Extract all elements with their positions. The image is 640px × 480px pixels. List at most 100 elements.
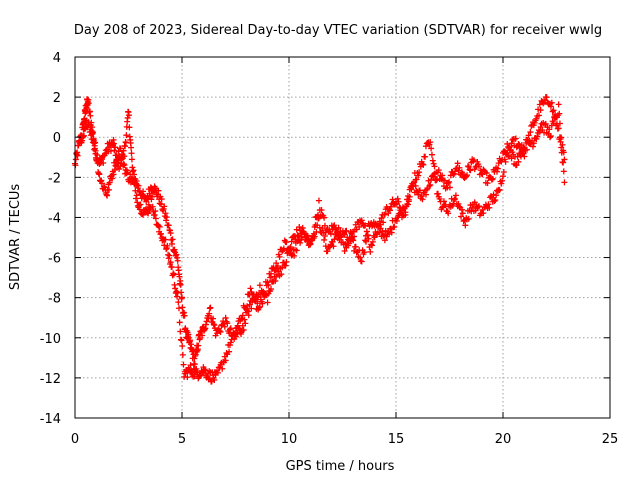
data-point-marker [492, 197, 499, 204]
data-point-marker [162, 236, 169, 243]
y-tick-label: 0 [53, 131, 61, 146]
data-point-marker [483, 170, 490, 177]
data-point-marker [415, 191, 422, 198]
data-point-marker [297, 239, 304, 246]
data-point-marker [272, 277, 279, 284]
data-point-marker [560, 159, 567, 166]
data-point-marker [315, 197, 322, 204]
data-point-marker [222, 357, 229, 364]
data-point-marker [535, 112, 542, 119]
data-point-marker [394, 195, 401, 202]
x-tick-label: 0 [71, 432, 79, 447]
data-point-marker [244, 308, 251, 315]
data-point-marker [427, 139, 434, 146]
data-point-marker [533, 115, 540, 122]
data-point-marker [89, 131, 96, 138]
data-point-marker [452, 168, 459, 175]
data-point-marker [113, 163, 120, 170]
data-point-marker [527, 129, 534, 136]
data-point-marker [321, 236, 328, 243]
data-point-marker [364, 232, 371, 239]
data-point-marker [168, 264, 175, 271]
data-point-marker [206, 310, 213, 317]
data-point-marker [282, 262, 289, 269]
data-point-marker [543, 94, 550, 101]
data-point-marker [114, 159, 121, 166]
data-point-marker [471, 199, 478, 206]
plot-frame [74, 56, 611, 419]
data-point-marker [462, 222, 469, 229]
data-point-marker [94, 157, 101, 164]
data-point-marker [158, 196, 165, 203]
data-point-marker [156, 223, 163, 230]
x-tick-label: 25 [602, 432, 619, 447]
data-point-marker [534, 133, 541, 140]
data-point-marker [217, 328, 224, 335]
data-point-marker [206, 368, 213, 375]
data-point-marker [187, 362, 194, 369]
data-point-marker [247, 285, 254, 292]
data-point-marker [422, 153, 429, 160]
data-point-marker [100, 159, 107, 166]
data-point-marker [293, 247, 300, 254]
data-point-marker [358, 217, 365, 224]
data-point-marker [125, 112, 132, 119]
data-point-marker [365, 235, 372, 242]
data-point-marker [363, 228, 370, 235]
y-tick-label: 4 [53, 51, 61, 66]
data-point-marker [416, 169, 423, 176]
data-point-marker [335, 224, 342, 231]
data-point-marker [283, 239, 290, 246]
data-point-marker [445, 180, 452, 187]
data-point-marker [311, 223, 318, 230]
data-point-marker [357, 254, 364, 261]
data-point-marker [369, 238, 376, 245]
data-point-marker [409, 183, 416, 190]
data-point-marker [179, 294, 185, 301]
y-axis-label: SDTVAR / TECUs [8, 184, 23, 291]
data-point-marker [131, 181, 138, 188]
data-point-marker [456, 164, 463, 171]
data-point-marker [508, 155, 515, 162]
data-point-marker [550, 107, 557, 114]
data-point-marker [106, 179, 113, 186]
data-point-marker [435, 167, 442, 174]
data-point-marker [378, 215, 385, 222]
axis-ticks [74, 56, 611, 419]
data-point-marker [525, 132, 532, 139]
data-point-marker [404, 193, 411, 200]
data-point-marker [119, 151, 126, 158]
data-point-marker [416, 187, 423, 194]
data-point-marker [283, 258, 290, 265]
data-point-marker [292, 236, 299, 243]
data-point-marker [96, 171, 103, 178]
data-point-marker [174, 289, 181, 296]
data-point-marker [291, 252, 298, 259]
data-point-marker [393, 217, 400, 224]
data-point-marker [488, 176, 495, 183]
data-point-marker [559, 141, 566, 148]
data-point-marker [427, 181, 434, 188]
data-point-marker [132, 187, 139, 194]
data-point-marker [137, 201, 144, 208]
data-point-marker [454, 160, 461, 167]
data-point-marker [210, 315, 217, 322]
data-point-marker [558, 134, 565, 141]
data-point-marker [321, 222, 328, 229]
data-point-marker [529, 143, 536, 150]
data-point-marker [195, 342, 202, 349]
data-point-marker [321, 214, 328, 221]
data-point-marker [405, 196, 412, 203]
data-point-marker [339, 231, 346, 238]
data-point-marker [419, 161, 426, 168]
data-point-marker [358, 258, 365, 265]
data-point-marker [343, 227, 350, 234]
data-point-marker [126, 124, 133, 131]
data-point-marker [428, 151, 435, 158]
data-point-marker [356, 223, 363, 230]
data-point-marker [169, 236, 176, 243]
data-point-marker [547, 132, 554, 139]
data-point-marker [127, 171, 134, 178]
data-point-marker [318, 207, 325, 214]
data-point-marker [550, 120, 557, 127]
